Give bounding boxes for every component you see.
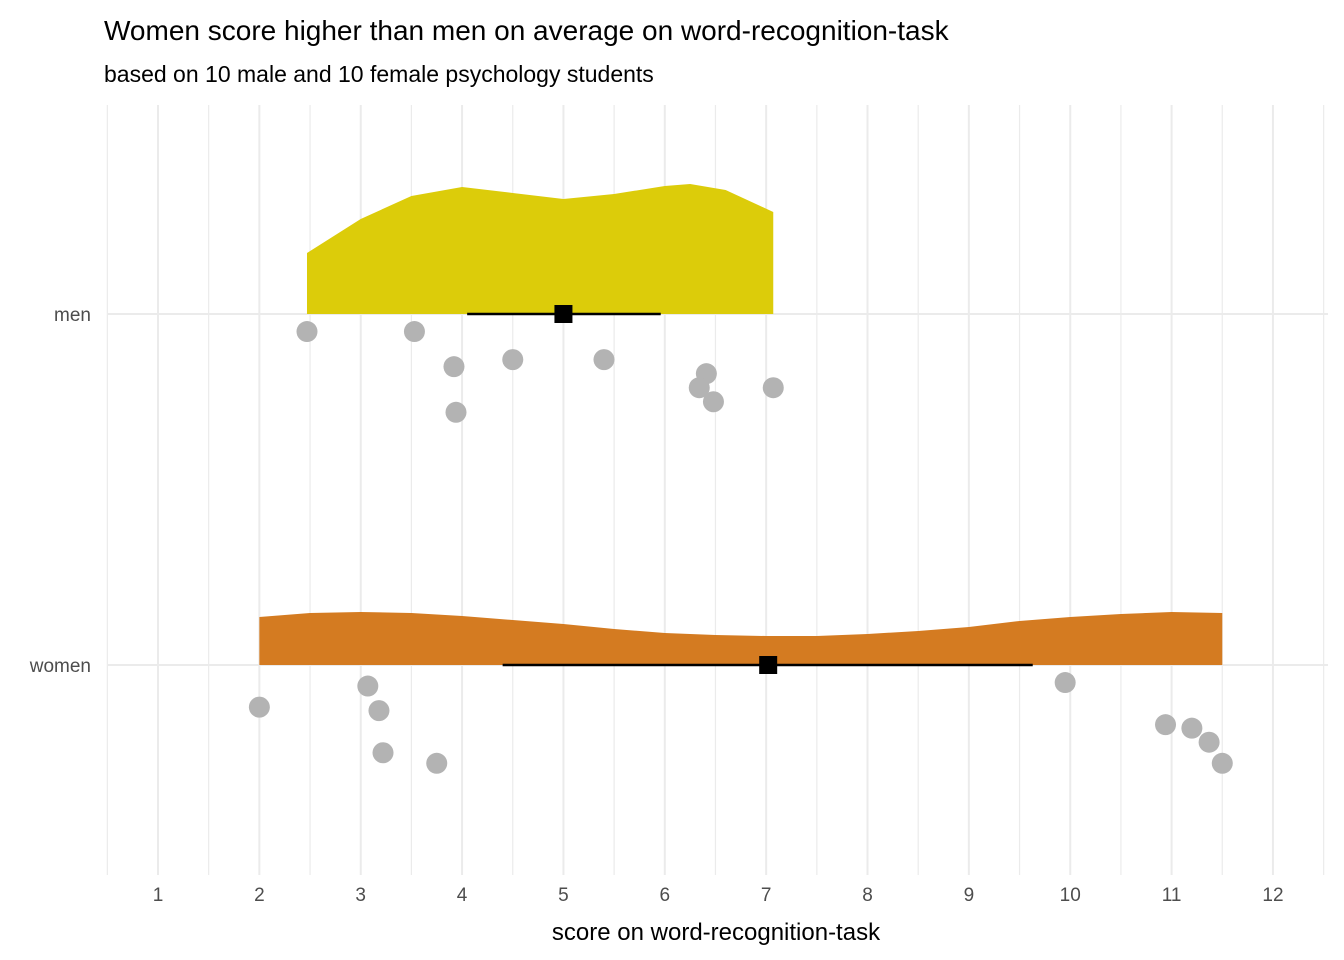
density-men <box>306 184 774 314</box>
x-tick-label: 6 <box>660 885 671 906</box>
density-women <box>259 612 1223 665</box>
data-point <box>443 356 465 378</box>
x-tick-label: 5 <box>558 885 569 906</box>
data-point <box>357 675 379 697</box>
chart-subtitle: based on 10 male and 10 female psycholog… <box>104 61 654 87</box>
mean-point <box>554 305 573 323</box>
x-tick-label: 11 <box>1162 885 1182 906</box>
data-point <box>1181 717 1203 739</box>
x-tick-label: 4 <box>457 885 468 906</box>
data-point <box>762 377 784 399</box>
data-point <box>403 321 425 343</box>
data-point <box>296 321 318 343</box>
data-point <box>445 401 467 423</box>
series-men <box>296 184 784 423</box>
data-point <box>1198 731 1220 753</box>
y-ticks: men women <box>29 305 91 677</box>
data-point <box>702 391 724 413</box>
x-tick-label: 8 <box>862 885 873 906</box>
x-tick-label: 1 <box>153 885 164 906</box>
data-point <box>1155 714 1177 736</box>
x-tick-label: 3 <box>355 885 366 906</box>
x-ticks: 1 2 3 4 5 6 7 8 9 10 11 12 <box>153 885 1284 906</box>
y-tick-label: women <box>29 656 91 677</box>
chart-title: Women score higher than men on average o… <box>104 15 950 46</box>
x-tick-label: 12 <box>1262 885 1283 906</box>
x-tick-label: 10 <box>1060 885 1081 906</box>
data-point <box>688 377 710 399</box>
marks <box>248 184 1233 774</box>
x-tick-label: 7 <box>761 885 772 906</box>
data-point <box>1211 752 1233 774</box>
data-point <box>426 752 448 774</box>
series-women <box>248 612 1233 774</box>
data-point <box>502 349 524 371</box>
data-point <box>368 700 390 722</box>
data-point <box>1054 672 1076 694</box>
data-point <box>372 742 394 764</box>
x-axis-label: score on word-recognition-task <box>552 919 881 946</box>
x-tick-label: 2 <box>254 885 265 906</box>
data-point <box>593 349 615 371</box>
y-tick-label: men <box>54 305 91 326</box>
mean-point <box>759 656 778 674</box>
x-tick-label: 9 <box>964 885 975 906</box>
data-point <box>248 696 270 718</box>
